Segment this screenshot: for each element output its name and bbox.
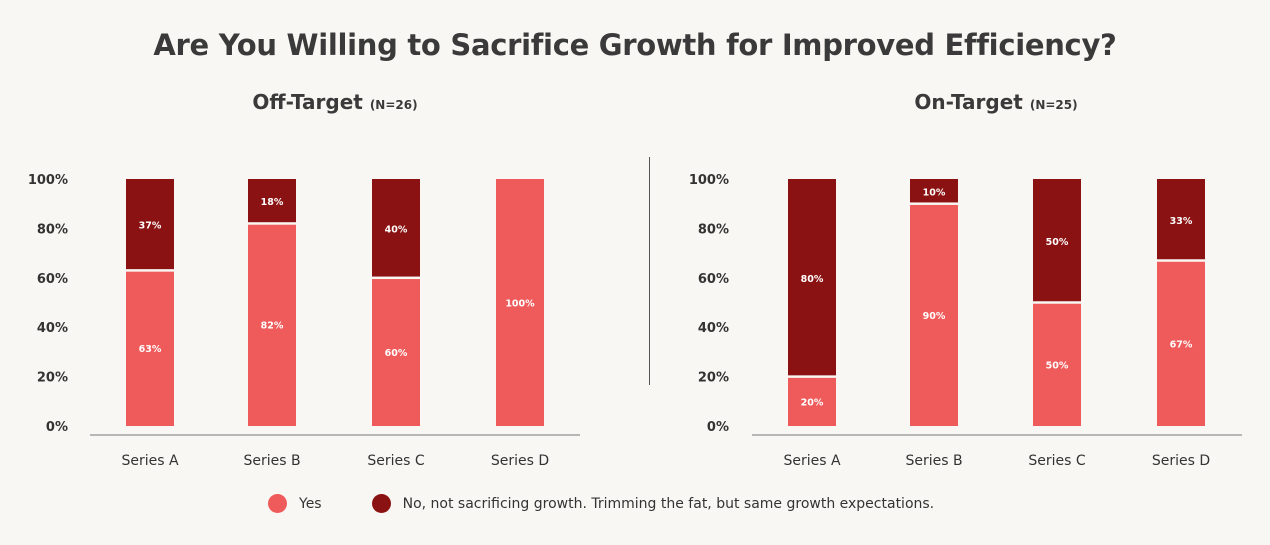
off-target-bar-yes xyxy=(372,279,420,426)
off-target-x-tick-label: Series C xyxy=(367,453,425,469)
off-target-data-label-yes: 63% xyxy=(139,344,162,355)
off-target-data-label-no: 37% xyxy=(139,221,162,232)
on-target-bar-no xyxy=(910,179,958,203)
off-target-y-tick-label: 60% xyxy=(37,272,68,287)
chart-title: Are You Willing to Sacrifice Growth for … xyxy=(153,28,1117,62)
on-target-y-tick-label: 20% xyxy=(698,371,729,386)
on-target-bar-yes xyxy=(910,204,958,426)
on-target-data-label-yes: 50% xyxy=(1046,360,1069,371)
on-target-bar-yes xyxy=(1033,303,1081,426)
on-target-data-label-no: 33% xyxy=(1170,216,1193,227)
off-target-y-tick-label: 20% xyxy=(37,371,68,386)
off-target-bar-yes xyxy=(248,224,296,426)
on-target-x-tick-label: Series C xyxy=(1028,453,1086,469)
on-target-y-tick-label: 60% xyxy=(698,272,729,287)
off-target-data-label-yes: 82% xyxy=(261,321,284,332)
off-target-x-tick-label: Series B xyxy=(243,453,300,469)
legend-item-yes: Yes xyxy=(268,494,322,513)
on-target-bar-yes xyxy=(788,377,836,426)
legend-swatch-no xyxy=(371,494,391,513)
chart-divider xyxy=(649,157,650,385)
off-target-data-label-no: 40% xyxy=(385,224,408,235)
on-target-data-label-yes: 90% xyxy=(923,311,946,322)
on-target-y-tick-label: 100% xyxy=(689,173,729,188)
on-target-bar-no xyxy=(788,179,836,376)
off-target-data-label-no: 18% xyxy=(261,197,284,208)
off-target-bar-yes xyxy=(496,179,544,426)
on-target-data-label-yes: 20% xyxy=(801,397,824,408)
legend-label-yes: Yes xyxy=(299,495,322,512)
legend-item-no: No, not sacrificing growth. Trimming the… xyxy=(371,494,935,513)
on-target-y-tick-label: 0% xyxy=(707,420,729,435)
on-target-y-tick-label: 40% xyxy=(698,321,729,336)
off-target-x-tick-label: Series D xyxy=(491,453,549,469)
on-target-bar-no xyxy=(1157,179,1205,260)
left-chart-subtitle: (N=26) xyxy=(369,98,418,112)
on-target-data-label-yes: 67% xyxy=(1170,339,1193,350)
off-target-x-tick-label: Series A xyxy=(121,453,179,469)
on-target-bar-yes xyxy=(1157,261,1205,426)
on-target-y-tick-label: 80% xyxy=(698,222,729,237)
legend-label-no: No, not sacrificing growth. Trimming the… xyxy=(402,495,935,512)
off-target-data-label-yes: 60% xyxy=(385,348,408,359)
left-chart-title: Off-Target (N=26) xyxy=(185,90,485,114)
on-target-bar-no xyxy=(1033,179,1081,302)
off-target-bar-no xyxy=(248,179,296,223)
off-target-data-label-yes: 100% xyxy=(505,299,535,310)
off-target-y-tick-label: 40% xyxy=(37,321,68,336)
off-target-bar-no xyxy=(372,179,420,277)
on-target-x-tick-label: Series B xyxy=(905,453,962,469)
on-target-data-label-no: 80% xyxy=(801,274,824,285)
off-target-y-tick-label: 0% xyxy=(46,420,68,435)
right-chart-title: On-Target (N=25) xyxy=(846,90,1146,114)
off-target-y-tick-label: 80% xyxy=(37,222,68,237)
legend-swatch-yes xyxy=(268,494,287,513)
right-chart-title-text: On-Target xyxy=(914,90,1023,114)
on-target-data-label-no: 50% xyxy=(1046,237,1069,248)
right-chart-subtitle: (N=25) xyxy=(1029,98,1078,112)
on-target-data-label-no: 10% xyxy=(923,187,946,198)
on-target-x-tick-label: Series A xyxy=(783,453,841,469)
left-chart-title-text: Off-Target xyxy=(252,90,363,114)
off-target-y-tick-label: 100% xyxy=(28,173,68,188)
off-target-bar-no xyxy=(126,179,174,270)
off-target-bar-yes xyxy=(126,271,174,426)
on-target-x-tick-label: Series D xyxy=(1152,453,1210,469)
legend: Yes No, not sacrificing growth. Trimming… xyxy=(268,494,984,513)
